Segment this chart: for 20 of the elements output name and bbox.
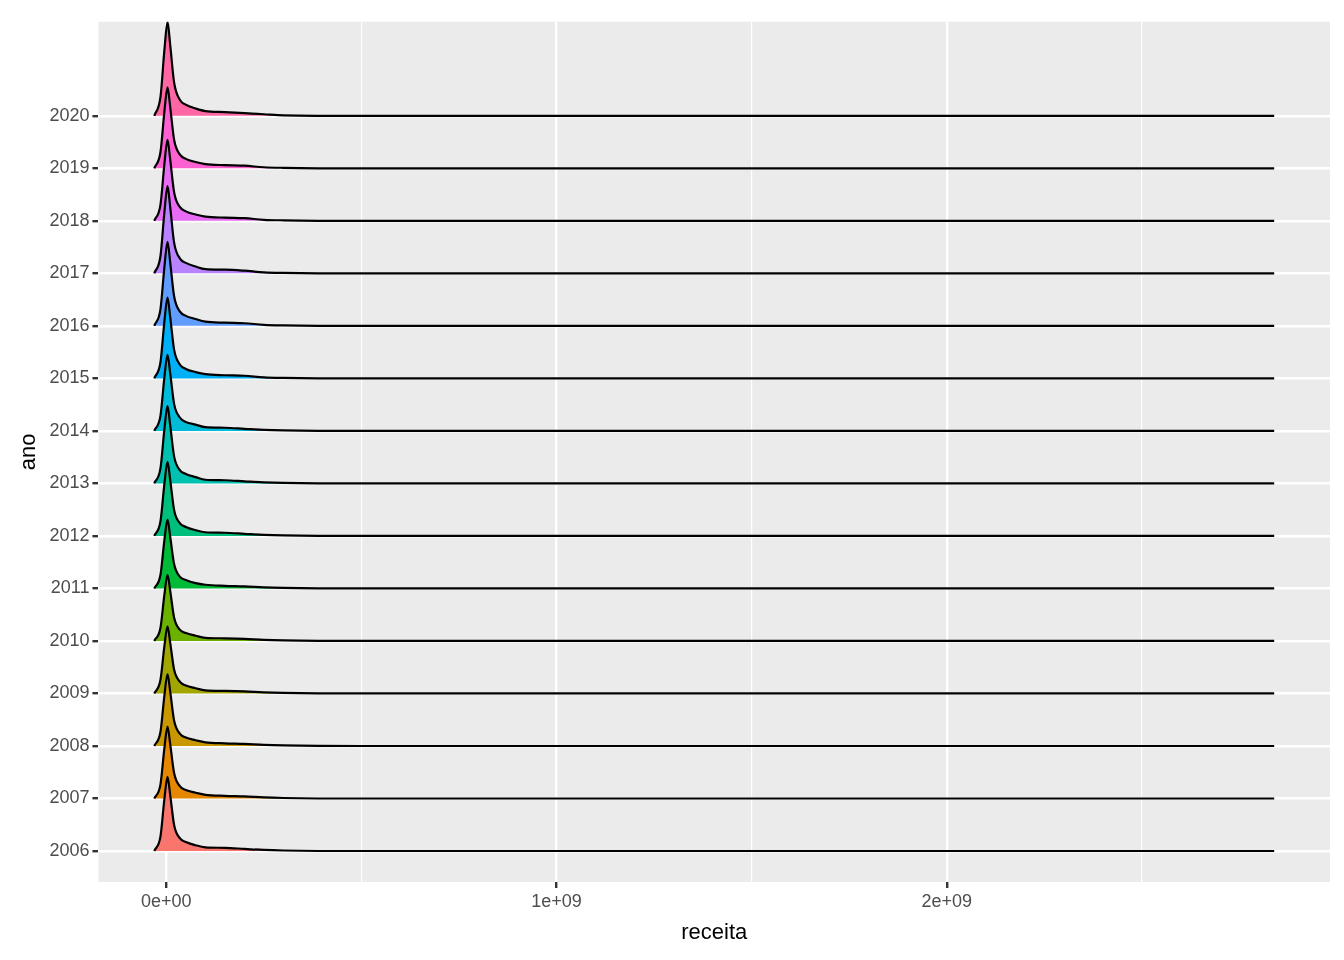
y-tick-label: 2008 [49,734,90,755]
y-tick-label: 2019 [49,157,90,178]
y-tick-label: 2007 [49,787,90,808]
y-tick-label: 2013 [49,472,90,493]
x-tick-label: 0e+00 [141,890,192,911]
y-tick-label: 2009 [49,682,90,703]
y-tick-label: 2011 [50,577,90,598]
x-axis-title: receita [681,918,748,944]
y-tick-label: 2006 [49,839,90,860]
x-tick-label: 2e+09 [921,890,973,911]
y-tick-label: 2012 [49,524,90,545]
y-tick-label: 2015 [49,367,90,388]
x-tick-label: 1e+09 [531,890,582,911]
y-tick-label: 2016 [49,314,90,335]
y-tick-label: 2020 [49,104,90,125]
y-tick-label: 2018 [49,209,90,230]
y-tick-label: 2010 [49,629,90,650]
y-tick-label: 2017 [49,262,90,283]
y-tick-label: 2014 [49,419,90,440]
y-axis-title: ano [15,433,41,471]
